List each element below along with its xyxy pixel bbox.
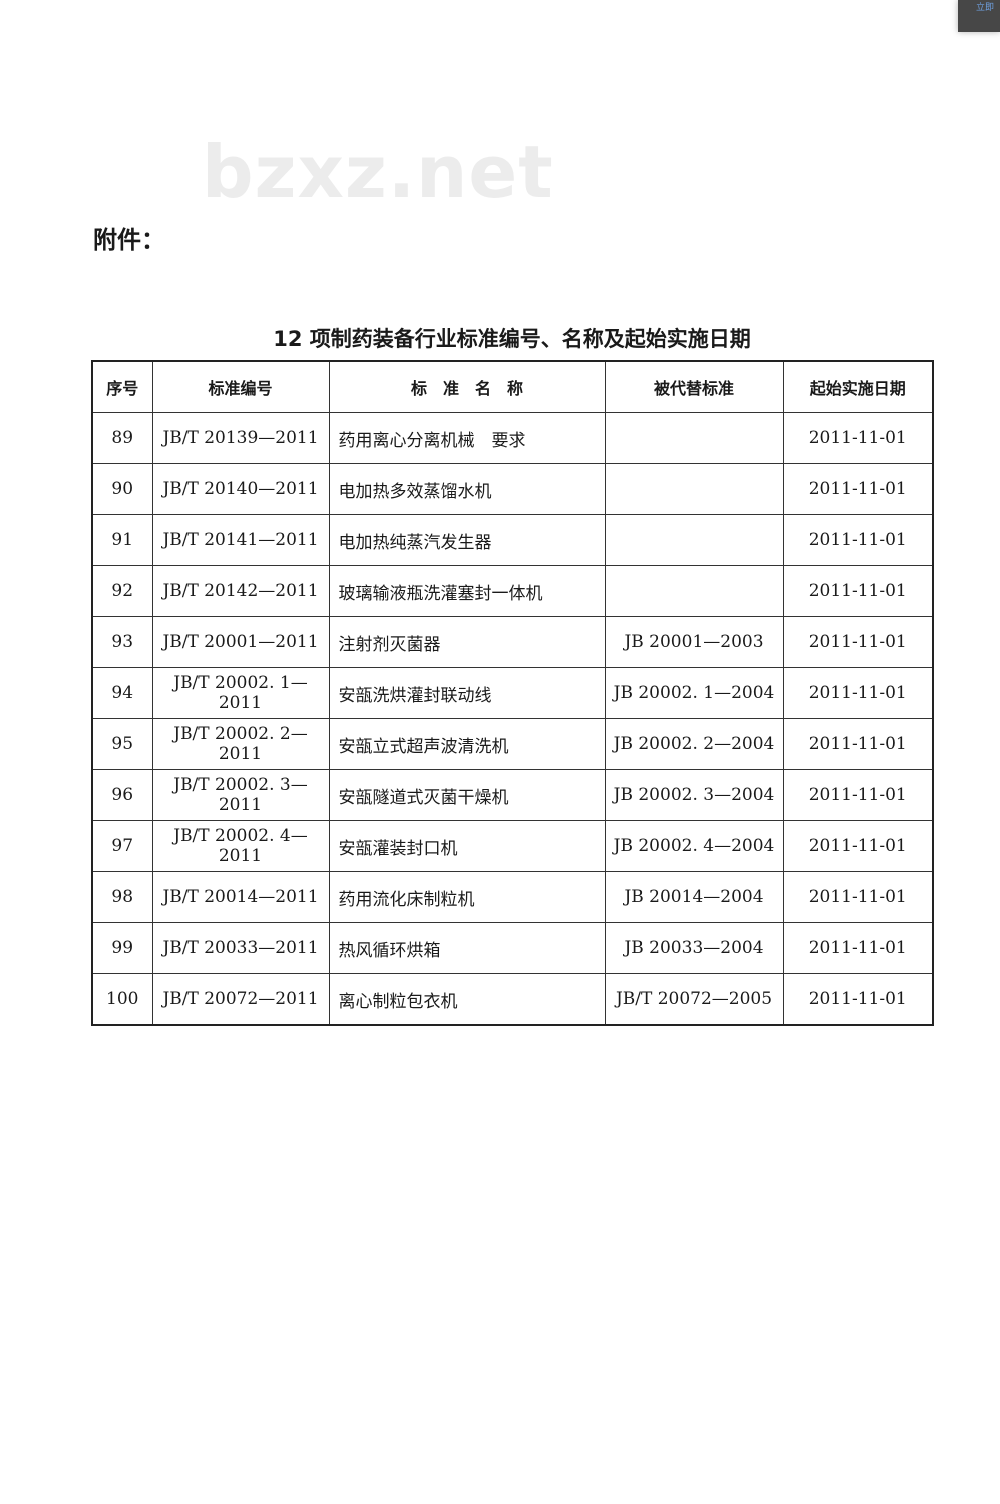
table-row: 97 JB/T 20002. 4—2011 安瓿灌装封口机 JB 20002. 4—2…	[91, 820, 934, 872]
corner-badge[interactable]: 立即	[958, 0, 1000, 32]
table-cell: 2011-11-01	[782, 871, 934, 923]
table-cell: 2011-11-01	[782, 565, 934, 617]
table-cell: 注射剂灭菌器	[328, 616, 606, 668]
table-cell: JB 20014—2004	[604, 871, 784, 923]
table-cell: 2011-11-01	[782, 667, 934, 719]
table-row: 95 JB/T 20002. 2—2011 安瓿立式超声波清洗机 JB 20002. …	[91, 718, 934, 770]
table-title: 12 项制药装备行业标准编号、名称及起始实施日期	[273, 327, 751, 351]
table-cell: 安瓿洗烘灌封联动线	[328, 667, 606, 719]
table-row: 99 JB/T 20033—2011 热风循环烘箱 JB 20033—2004 2011…	[91, 922, 934, 974]
table-row: 91 JB/T 20141—2011 电加热纯蒸汽发生器 2011-11-01	[91, 514, 934, 566]
table-cell: 玻璃输液瓶洗灌塞封一体机	[328, 565, 606, 617]
table-cell: 96	[91, 769, 153, 821]
table-cell: JB/T 20014—2011	[151, 871, 330, 923]
watermark: bzxz.net	[202, 130, 554, 214]
table-cell: JB/T 20072—2005	[604, 973, 784, 1026]
attachment-label: 附件：	[93, 226, 165, 254]
table-cell: 电加热纯蒸汽发生器	[328, 514, 606, 566]
table-cell: 2011-11-01	[782, 514, 934, 566]
column-header: 标准编号	[151, 360, 330, 413]
table-cell: JB 20033—2004	[604, 922, 784, 974]
table-row: 93 JB/T 20001—2011 注射剂灭菌器 JB 20001—2003 2011…	[91, 616, 934, 668]
table-cell: JB 20002. 2—2004	[604, 718, 784, 770]
table-cell: JB/T 20139—2011	[151, 412, 330, 464]
table-cell: 2011-11-01	[782, 616, 934, 668]
table-cell: JB/T 20140—2011	[151, 463, 330, 515]
table-cell: 热风循环烘箱	[328, 922, 606, 974]
table-cell	[604, 565, 784, 617]
table-row: 90 JB/T 20140—2011 电加热多效蒸馏水机 2011-11-01	[91, 463, 934, 515]
table-cell: JB 20001—2003	[604, 616, 784, 668]
table-row: 96 JB/T 20002. 3—2011 安瓿隧道式灭菌干燥机 JB 20002. …	[91, 769, 934, 821]
table-cell: 95	[91, 718, 153, 770]
table-cell: 药用流化床制粒机	[328, 871, 606, 923]
table-cell	[604, 463, 784, 515]
column-header: 被代替标准	[604, 360, 784, 413]
table-cell: 2011-11-01	[782, 820, 934, 872]
table-cell: 2011-11-01	[782, 463, 934, 515]
table-cell: 2011-11-01	[782, 769, 934, 821]
table-cell: 100	[91, 973, 153, 1026]
table-cell: 2011-11-01	[782, 922, 934, 974]
table-cell	[604, 412, 784, 464]
table-cell: 离心制粒包衣机	[328, 973, 606, 1026]
table-cell: JB/T 20002. 4—2011	[151, 820, 330, 872]
table-cell: 90	[91, 463, 153, 515]
table-cell: 89	[91, 412, 153, 464]
table-cell: JB/T 20141—2011	[151, 514, 330, 566]
table-cell: 99	[91, 922, 153, 974]
table-cell: JB 20002. 4—2004	[604, 820, 784, 872]
standards-table: 序号 标准编号标 准 名 称被代替标准 起始实施日期 89 JB/T 20139—20…	[91, 360, 934, 1026]
table-cell: JB/T 20142—2011	[151, 565, 330, 617]
table-cell: 药用离心分离机械 要求	[328, 412, 606, 464]
table-row: 89 JB/T 20139—2011 药用离心分离机械 要求 2011-11-01	[91, 412, 934, 464]
column-header: 标 准 名 称	[328, 360, 606, 413]
table-row: 94 JB/T 20002. 1—2011 安瓿洗烘灌封联动线 JB 20002. 1…	[91, 667, 934, 719]
table-cell	[604, 514, 784, 566]
table-row: 92 JB/T 20142—2011 玻璃输液瓶洗灌塞封一体机 2011-11-01	[91, 565, 934, 617]
table-cell: 电加热多效蒸馏水机	[328, 463, 606, 515]
table-row: 100 JB/T 20072—2011 离心制粒包衣机 JB/T 20072—2005…	[91, 973, 934, 1026]
table-cell: 2011-11-01	[782, 973, 934, 1026]
table-cell: 94	[91, 667, 153, 719]
table-cell: 98	[91, 871, 153, 923]
table-cell: JB 20002. 3—2004	[604, 769, 784, 821]
table-cell: JB/T 20002. 2—2011	[151, 718, 330, 770]
table-cell: JB/T 20002. 3—2011	[151, 769, 330, 821]
table-cell: 91	[91, 514, 153, 566]
table-cell: 安瓿灌装封口机	[328, 820, 606, 872]
table-cell: JB/T 20001—2011	[151, 616, 330, 668]
corner-badge-text: 立即	[976, 3, 995, 13]
table-cell: 安瓿立式超声波清洗机	[328, 718, 606, 770]
table-cell: JB 20002. 1—2004	[604, 667, 784, 719]
table-cell: JB/T 20002. 1—2011	[151, 667, 330, 719]
table-cell: 93	[91, 616, 153, 668]
column-header: 序号	[91, 360, 153, 413]
table-cell: JB/T 20072—2011	[151, 973, 330, 1026]
table-cell: JB/T 20033—2011	[151, 922, 330, 974]
table-cell: 2011-11-01	[782, 412, 934, 464]
table-cell: 2011-11-01	[782, 718, 934, 770]
table-cell: 97	[91, 820, 153, 872]
table-cell: 安瓿隧道式灭菌干燥机	[328, 769, 606, 821]
column-header: 起始实施日期	[782, 360, 934, 413]
table-cell: 92	[91, 565, 153, 617]
table-row: 98 JB/T 20014—2011 药用流化床制粒机 JB 20014—2004 20…	[91, 871, 934, 923]
